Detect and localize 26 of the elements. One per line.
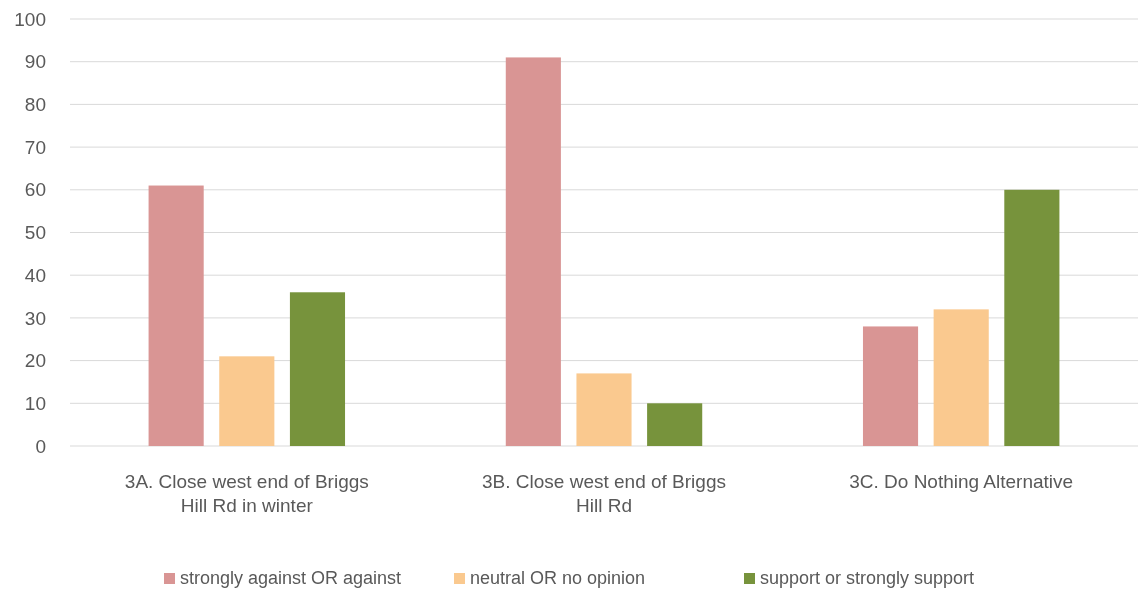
bar	[1004, 189, 1060, 446]
y-tick-label: 90	[24, 51, 46, 73]
bar	[505, 57, 561, 446]
y-tick-label: 80	[24, 94, 46, 116]
legend-label: strongly against OR against	[180, 568, 402, 588]
bar	[576, 373, 632, 446]
bar	[148, 185, 204, 446]
legend-label: neutral OR no opinion	[470, 568, 646, 588]
y-tick-label: 20	[24, 350, 46, 372]
bar	[862, 326, 919, 446]
y-tick-label: 100	[14, 8, 46, 30]
bar	[933, 309, 989, 446]
legend-label: support or strongly support	[760, 568, 975, 588]
y-tick-label: 30	[24, 307, 46, 329]
x-tick-label: 3A. Close west end of Briggs Hill Rd in winter	[124, 471, 369, 516]
y-tick-label: 50	[24, 222, 46, 244]
bar	[289, 292, 346, 446]
x-tick-label: 3B. Close west end of Briggs Hill Rd	[482, 471, 726, 516]
y-tick-label: 0	[35, 435, 46, 457]
x-tick-label: 3C. Do Nothing Alternative	[849, 471, 1074, 492]
bar	[647, 403, 703, 446]
bar	[219, 356, 275, 446]
y-tick-label: 10	[24, 392, 46, 414]
y-tick-label: 60	[24, 179, 46, 201]
y-tick-label: 70	[24, 136, 46, 158]
y-tick-label: 40	[24, 264, 46, 286]
